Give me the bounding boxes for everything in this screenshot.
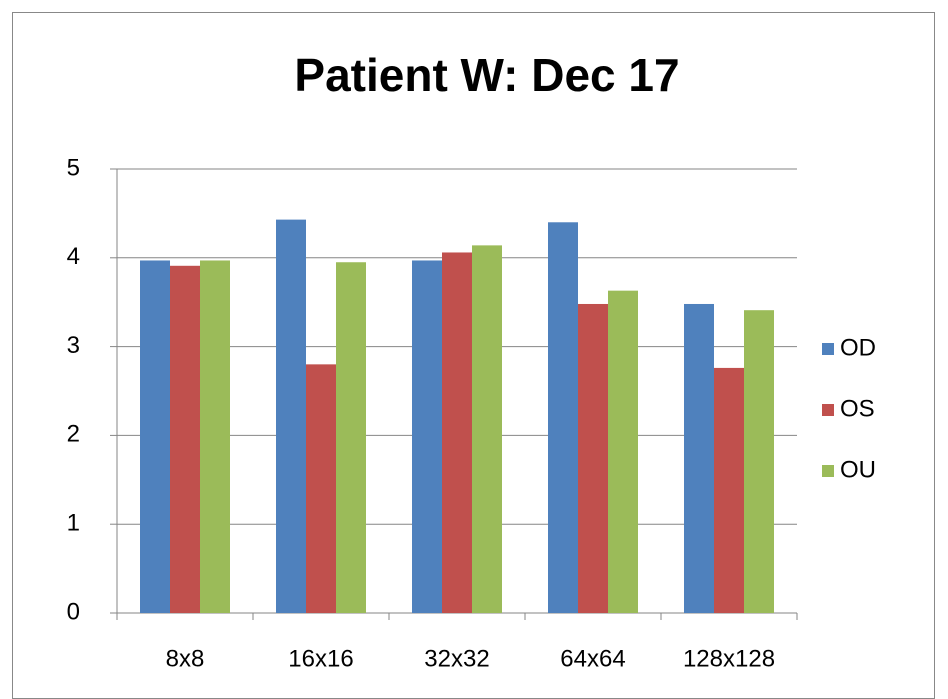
legend-swatch [822,465,834,477]
legend-swatch [822,404,834,416]
bar [714,367,744,613]
legend-swatch [822,343,834,355]
bar [608,290,638,613]
chart-title: Patient W: Dec 17 [294,49,679,101]
bar [200,260,230,613]
bar [140,260,170,613]
y-tick-label: 5 [67,154,80,181]
x-tick-label: 64x64 [560,645,625,672]
bar [442,252,472,614]
bar [276,219,306,613]
legend-label: OS [840,395,875,422]
bar [548,222,578,613]
bar [472,245,502,614]
bar [170,265,200,613]
y-tick-label: 2 [67,421,80,448]
x-tick-label: 128x128 [683,645,775,672]
x-tick-label: 16x16 [288,645,353,672]
legend-label: OD [840,334,876,361]
legend-label: OU [840,456,876,483]
y-tick-label: 3 [67,332,80,359]
x-tick-label: 8x8 [166,645,205,672]
bar [336,262,366,613]
y-tick-label: 1 [67,510,80,537]
x-tick-label: 32x32 [424,645,489,672]
bar [306,364,336,613]
bar [412,260,442,613]
bar [744,310,774,613]
bar [684,303,714,613]
y-tick-label: 4 [67,243,80,270]
bar [578,303,608,613]
y-tick-label: 0 [67,598,80,625]
